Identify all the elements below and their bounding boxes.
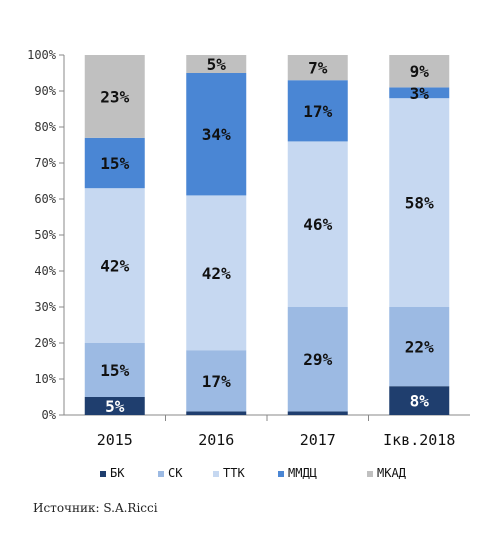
x-category-label: Iкв.2018 [383, 431, 455, 449]
data-label: 5% [105, 397, 125, 416]
legend: БК СК ТТК ММДЦ МКАД [100, 466, 407, 480]
legend-swatch [278, 471, 284, 477]
y-tick-label: 20% [34, 336, 56, 350]
source-note: Источник: S.A.Ricci [33, 501, 158, 515]
bar-segment [84, 343, 145, 397]
plot-area: 0% 10% 20% 30% 40% 50% 60% 70% 80% 90% 100% 5% 15% 42… [27, 48, 470, 449]
data-label: 7% [308, 59, 328, 78]
legend-label: БК [110, 466, 125, 480]
bar-segment [84, 55, 145, 138]
bar-segment [389, 386, 450, 415]
bar-segment [84, 397, 145, 415]
legend-swatch [367, 471, 373, 477]
y-tick-label: 100% [27, 48, 57, 62]
y-tick-label: 60% [34, 192, 56, 206]
y-tick-label: 70% [34, 156, 56, 170]
bar-segment [186, 411, 247, 415]
y-tick-label: 90% [34, 84, 56, 98]
y-tick-label: 30% [34, 300, 56, 314]
data-label: 42% [100, 257, 129, 276]
data-label: 17% [303, 102, 332, 121]
bar-segment [186, 195, 247, 351]
bar-segment [389, 55, 450, 88]
legend-swatch [100, 471, 106, 477]
data-label: 34% [202, 125, 231, 144]
bar-segment [287, 55, 348, 81]
bar-segment [287, 307, 348, 412]
y-tick-label: 0% [42, 408, 57, 422]
data-label: 22% [405, 338, 434, 357]
bar-segment [186, 55, 247, 73]
data-label: 29% [303, 350, 332, 369]
x-category-label: 2015 [97, 431, 133, 449]
data-label: 9% [410, 62, 430, 81]
legend-label: ММДЦ [288, 466, 317, 480]
bar-segment [287, 80, 348, 142]
legend-label: СК [168, 466, 183, 480]
data-label: 3% [410, 84, 430, 103]
data-label: 15% [100, 154, 129, 173]
bar-segment [186, 73, 247, 196]
data-label: 46% [303, 215, 332, 234]
y-tick-label: 80% [34, 120, 56, 134]
data-label: 42% [202, 264, 231, 283]
y-tick-label: 40% [34, 264, 56, 278]
data-label: 15% [100, 361, 129, 380]
bar-segment [287, 411, 348, 415]
bar-segment [389, 307, 450, 387]
data-label: 8% [410, 392, 430, 411]
bar-segment [84, 137, 145, 189]
x-category-label: 2017 [300, 431, 336, 449]
bar-segment [389, 98, 450, 307]
data-label: 17% [202, 372, 231, 391]
y-tick-label: 10% [34, 372, 56, 386]
legend-label: ТТК [223, 466, 245, 480]
bar-segment [84, 188, 145, 343]
data-label: 58% [405, 194, 434, 213]
legend-swatch [213, 471, 219, 477]
data-label: 23% [100, 87, 129, 106]
legend-swatch [158, 471, 164, 477]
bar-segment [287, 141, 348, 307]
legend-label: МКАД [377, 466, 407, 480]
bar-segment [186, 350, 247, 412]
y-tick-label: 50% [34, 228, 56, 242]
data-label: 5% [207, 55, 227, 74]
x-category-label: 2016 [198, 431, 234, 449]
bar-segment [389, 87, 450, 99]
